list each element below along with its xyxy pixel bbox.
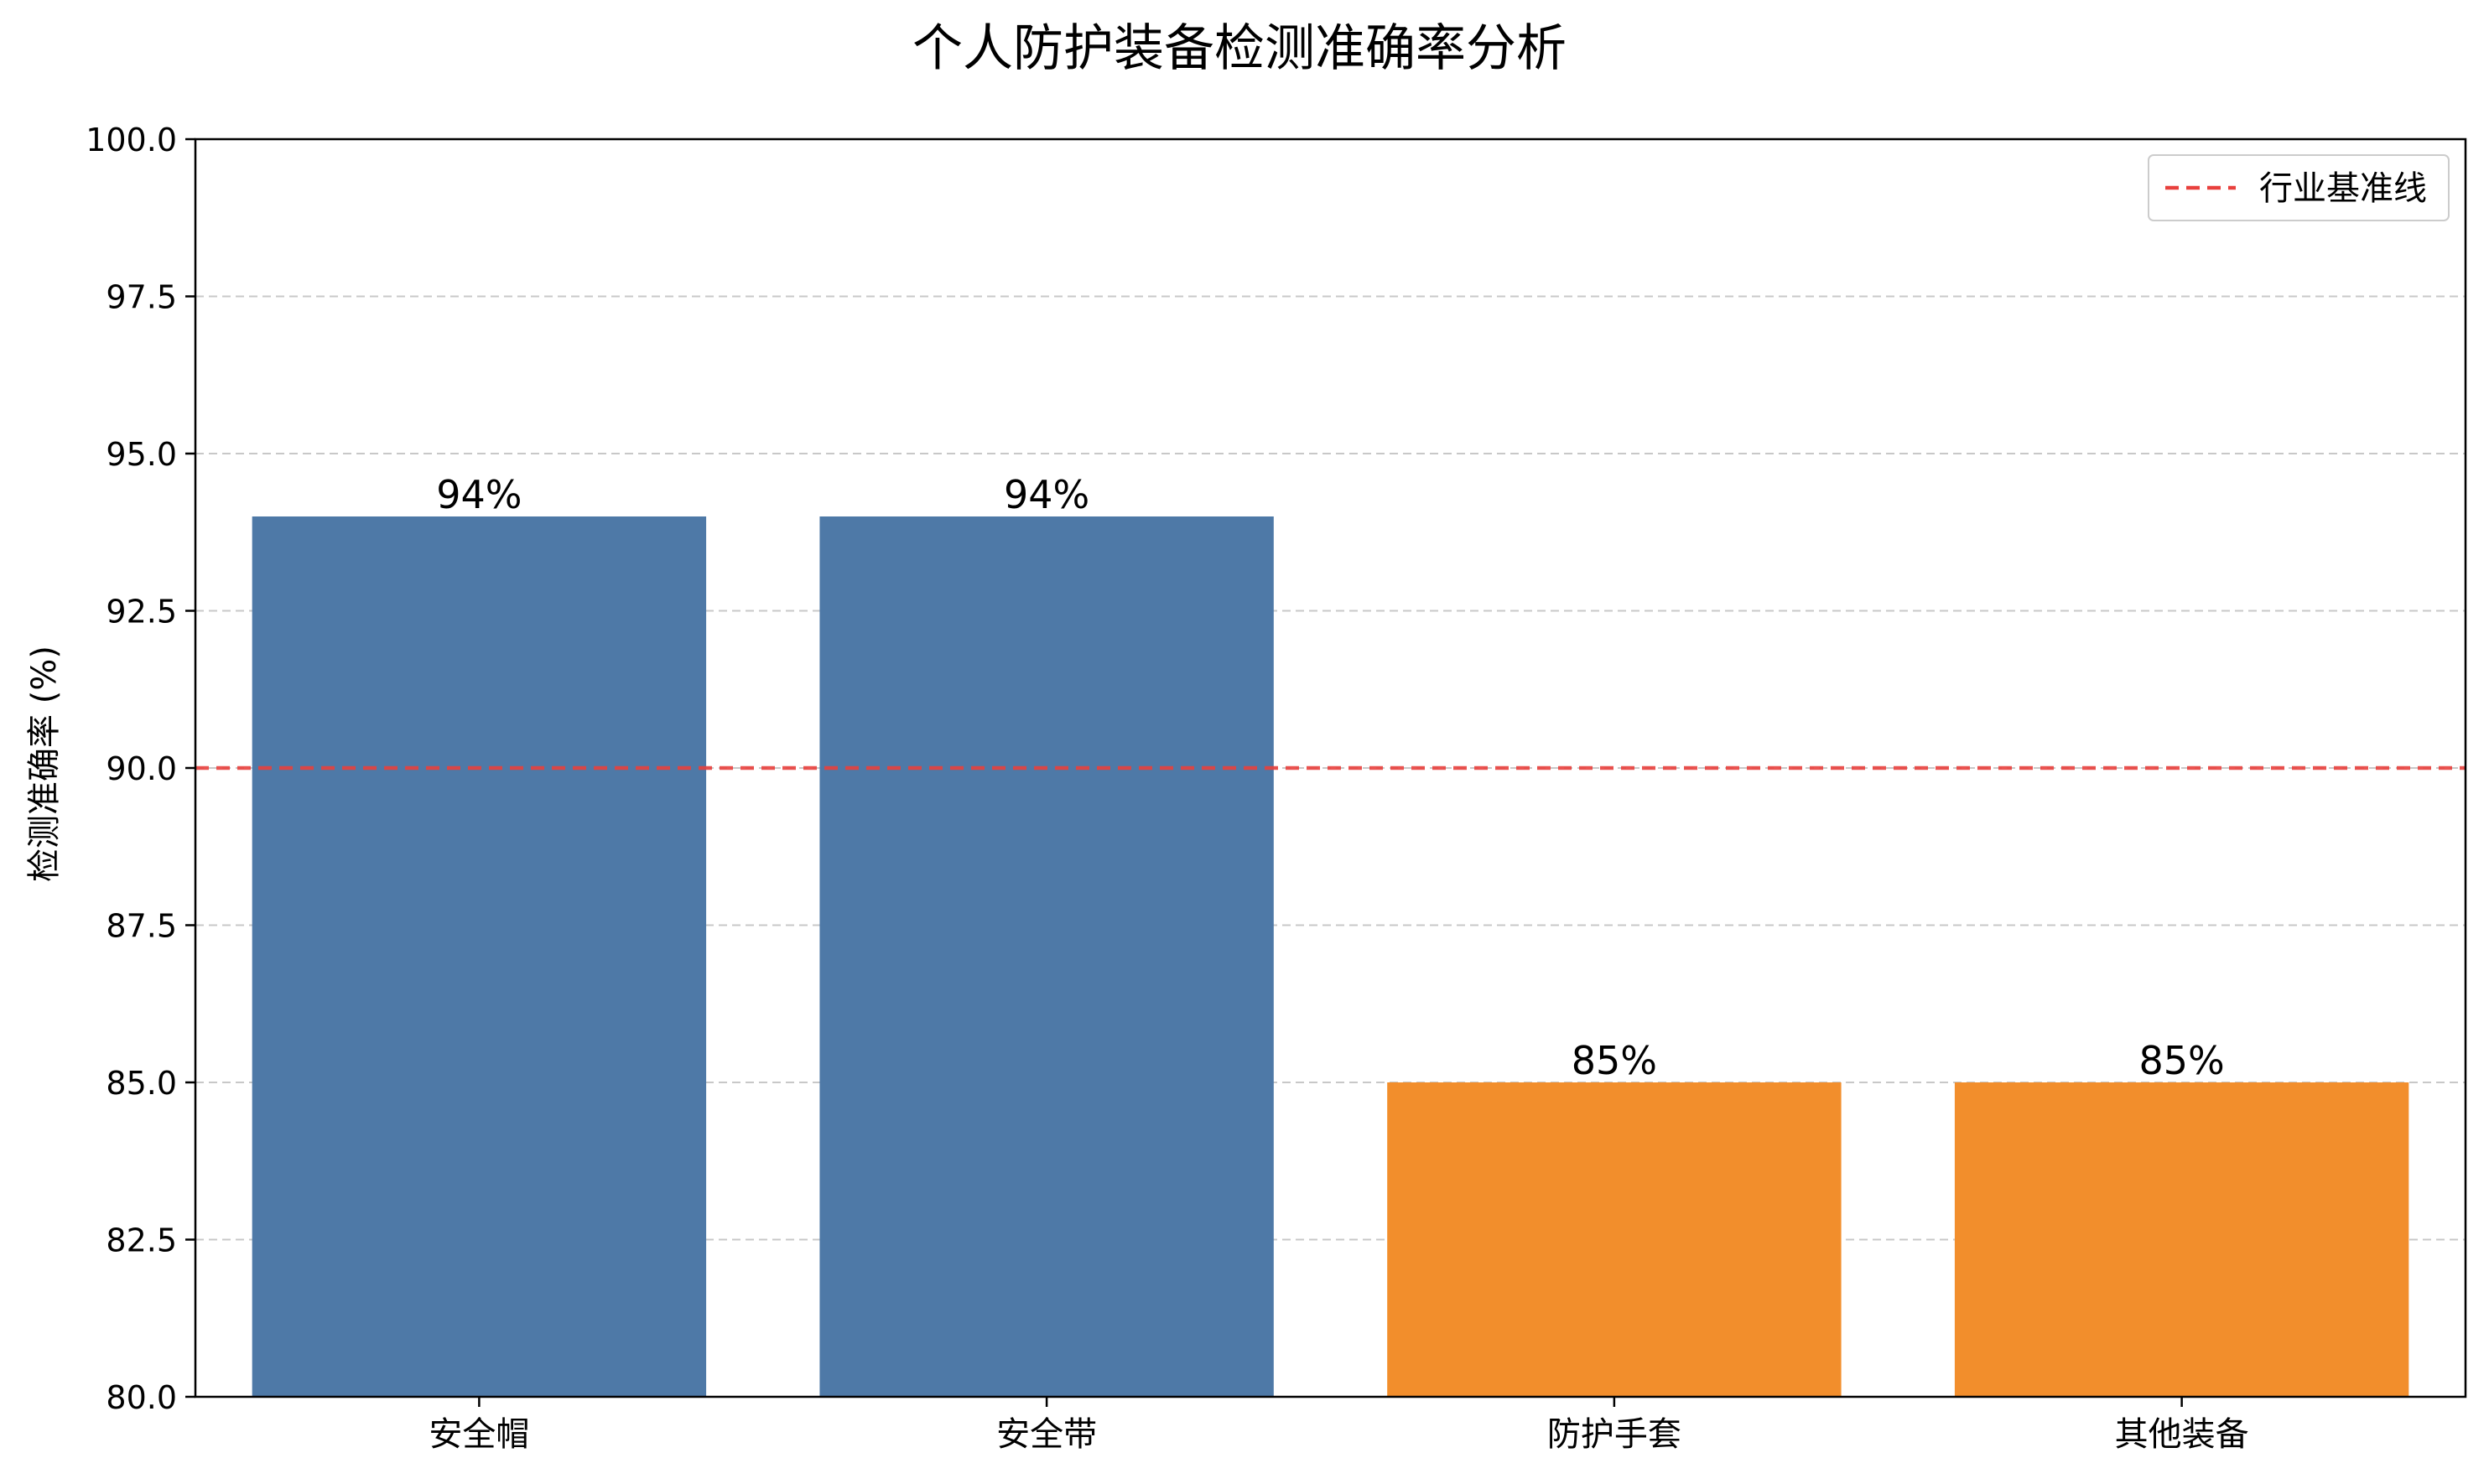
x-tick-label: 其他装备 [2115, 1415, 2249, 1454]
bar [1387, 1082, 1842, 1397]
y-tick-label: 92.5 [106, 594, 177, 630]
y-tick-label: 82.5 [106, 1222, 177, 1259]
y-tick-label: 80.0 [106, 1379, 177, 1416]
bar-value-label: 94% [1004, 472, 1089, 517]
x-tick-label: 防护手套 [1547, 1415, 1681, 1454]
x-tick-label: 安全帽 [429, 1415, 529, 1454]
axes: 80.0 82.5 85.0 87.5 90.0 92.5 95.0 97.5 100.0 安全帽… [86, 122, 2467, 1454]
y-tick-label: 87.5 [106, 908, 177, 945]
y-tick-label: 85.0 [106, 1065, 177, 1102]
bar-value-label: 94% [436, 472, 522, 517]
bar [252, 516, 707, 1397]
bar-value-label: 85% [2139, 1038, 2225, 1083]
y-tick-label: 97.5 [106, 279, 177, 316]
bar [819, 516, 1274, 1397]
y-tick-label: 95.0 [106, 436, 177, 473]
legend-frame [2148, 154, 2450, 221]
legend-label: 行业基准线 [2259, 169, 2427, 208]
x-tick-label: 安全带 [996, 1415, 1097, 1454]
y-axis-label: 检测准确率 (%) [25, 646, 64, 882]
y-tick-label: 90.0 [106, 750, 177, 787]
chart-title: 个人防护装备检测准确率分析 [912, 19, 1567, 78]
bar-value-label: 85% [1572, 1038, 1657, 1083]
bars [252, 516, 2409, 1397]
y-tick-label: 100.0 [86, 122, 177, 158]
legend: 行业基准线 [2148, 154, 2450, 221]
bar-value-labels: 94% 94% 85% 85% [436, 472, 2225, 1083]
bar [1954, 1082, 2409, 1397]
